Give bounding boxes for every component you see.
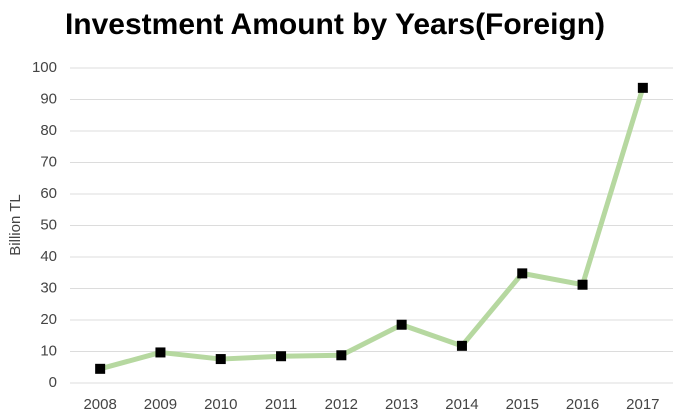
- x-tick-label: 2009: [144, 396, 177, 413]
- y-tick-label: 10: [40, 342, 57, 359]
- x-tick-label: 2008: [83, 396, 116, 413]
- marker: [155, 347, 166, 358]
- marker: [276, 351, 287, 362]
- y-tick-label: 50: [40, 216, 57, 233]
- marker: [517, 268, 528, 279]
- x-tick-label: 2011: [265, 396, 297, 413]
- x-tick-label: 2015: [506, 396, 539, 413]
- y-tick-label: 90: [40, 90, 57, 107]
- marker: [396, 319, 407, 330]
- y-tick-label: 20: [40, 311, 57, 328]
- x-tick-label: 2017: [626, 396, 659, 413]
- marker: [637, 82, 648, 93]
- marker: [577, 279, 588, 290]
- marker: [456, 340, 467, 351]
- y-tick-label: 30: [40, 279, 57, 296]
- y-tick-label: 70: [40, 153, 57, 170]
- y-axis-label: Billion TL: [7, 194, 24, 255]
- x-tick-label: 2016: [566, 396, 599, 413]
- marker: [95, 363, 106, 374]
- chart-title: Investment Amount by Years(Foreign): [65, 8, 605, 41]
- x-tick-label: 2010: [204, 396, 237, 413]
- x-tick-label: 2012: [325, 396, 358, 413]
- line: [97, 85, 646, 372]
- x-tick-label: 2013: [385, 396, 418, 413]
- y-tick-label: 80: [40, 122, 57, 139]
- marker: [215, 354, 226, 365]
- y-tick-label: 40: [40, 248, 57, 265]
- y-tick-label: 0: [49, 374, 57, 391]
- y-tick-label: 60: [40, 185, 57, 202]
- x-tick-label: 2014: [445, 396, 478, 413]
- marker: [336, 350, 347, 361]
- y-tick-label: 100: [32, 59, 57, 76]
